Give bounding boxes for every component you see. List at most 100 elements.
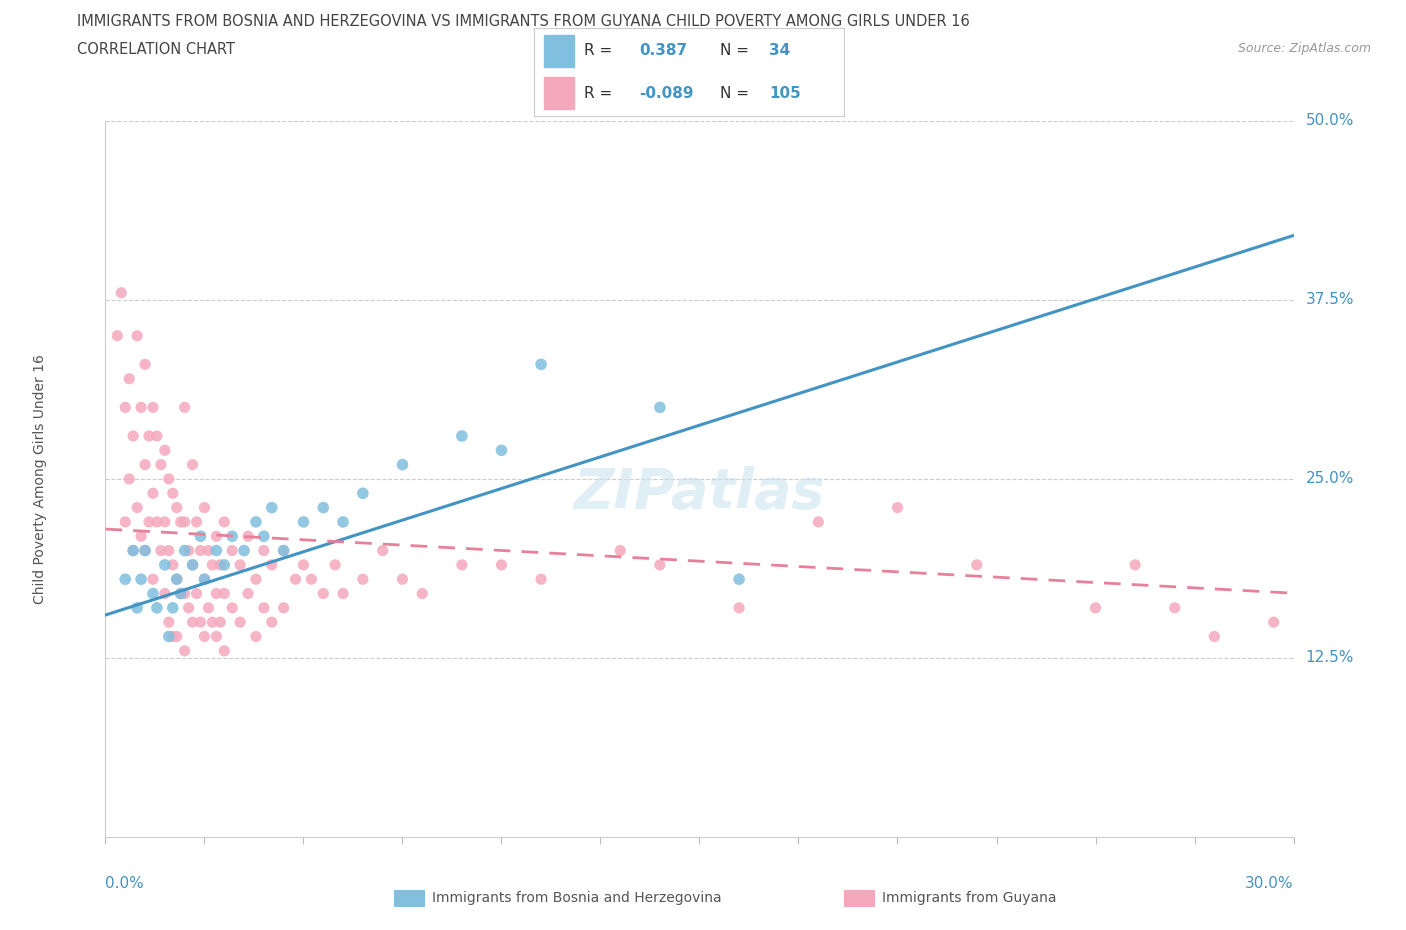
Point [209, 557, 232, 572]
Point [129, 572, 152, 587]
Point [201, 557, 224, 572]
Point [173, 514, 195, 529]
Text: R =: R = [583, 86, 612, 100]
Point [166, 500, 188, 515]
Point [149, 543, 172, 558]
Point [728, 572, 751, 587]
Point [181, 615, 204, 630]
Point [114, 514, 136, 529]
Text: 0.0%: 0.0% [105, 876, 145, 891]
Bar [544, 35, 575, 67]
Point [214, 514, 236, 529]
Point [253, 529, 276, 544]
Point [214, 557, 236, 572]
Point [173, 543, 195, 558]
Point [491, 443, 513, 458]
Point [530, 357, 553, 372]
Point [352, 485, 374, 500]
Point [233, 543, 256, 558]
Point [371, 543, 394, 558]
Point [491, 557, 513, 572]
Point [190, 529, 212, 544]
Text: N =: N = [720, 86, 749, 100]
Point [134, 543, 156, 558]
Text: Immigrants from Guyana: Immigrants from Guyana [882, 891, 1056, 906]
Point [153, 586, 176, 601]
Point [162, 629, 184, 644]
Point [312, 500, 335, 515]
Text: -0.089: -0.089 [640, 86, 695, 100]
Text: 37.5%: 37.5% [1305, 292, 1354, 308]
Point [186, 586, 208, 601]
Point [157, 615, 180, 630]
Point [1123, 557, 1146, 572]
Point [181, 557, 204, 572]
Point [273, 543, 295, 558]
Point [142, 586, 165, 601]
Point [1164, 601, 1187, 616]
Point [391, 572, 413, 587]
Point [166, 572, 188, 587]
Point [142, 485, 165, 500]
Point [186, 514, 208, 529]
Point [114, 572, 136, 587]
Point [245, 572, 267, 587]
Point [450, 429, 472, 444]
Point [173, 644, 195, 658]
Point [205, 529, 228, 544]
Point [173, 400, 195, 415]
Point [209, 615, 232, 630]
Point [142, 572, 165, 587]
Point [118, 472, 141, 486]
Point [127, 500, 149, 515]
Point [146, 601, 169, 616]
Point [221, 529, 243, 544]
Text: 105: 105 [769, 86, 801, 100]
Point [205, 629, 228, 644]
Point [312, 586, 335, 601]
Point [193, 572, 215, 587]
Point [648, 557, 671, 572]
Point [221, 601, 243, 616]
Point [157, 543, 180, 558]
Point [229, 557, 252, 572]
Point [236, 529, 259, 544]
Text: IMMIGRANTS FROM BOSNIA AND HERZEGOVINA VS IMMIGRANTS FROM GUYANA CHILD POVERTY A: IMMIGRANTS FROM BOSNIA AND HERZEGOVINA V… [77, 14, 970, 29]
Point [114, 400, 136, 415]
Point [170, 586, 193, 601]
Point [214, 644, 236, 658]
Point [122, 429, 145, 444]
Point [292, 557, 315, 572]
Text: 0.387: 0.387 [640, 44, 688, 59]
Text: Child Poverty Among Girls Under 16: Child Poverty Among Girls Under 16 [34, 354, 48, 604]
Point [134, 357, 156, 372]
Point [142, 400, 165, 415]
Point [245, 514, 267, 529]
Point [157, 629, 180, 644]
Point [197, 601, 219, 616]
Point [648, 400, 671, 415]
Point [253, 543, 276, 558]
Point [166, 572, 188, 587]
Text: 12.5%: 12.5% [1305, 650, 1354, 666]
Point [253, 601, 276, 616]
Point [299, 572, 322, 587]
Point [146, 429, 169, 444]
Point [450, 557, 472, 572]
Text: Immigrants from Bosnia and Herzegovina: Immigrants from Bosnia and Herzegovina [432, 891, 721, 906]
Point [153, 443, 176, 458]
Point [1263, 615, 1285, 630]
Text: 34: 34 [769, 44, 790, 59]
Point [352, 572, 374, 587]
Point [177, 601, 200, 616]
Point [127, 601, 149, 616]
Point [181, 557, 204, 572]
Text: CORRELATION CHART: CORRELATION CHART [77, 42, 235, 57]
Point [173, 586, 195, 601]
Point [193, 629, 215, 644]
Point [122, 543, 145, 558]
Point [292, 514, 315, 529]
Point [260, 500, 283, 515]
Point [260, 615, 283, 630]
Point [129, 529, 152, 544]
